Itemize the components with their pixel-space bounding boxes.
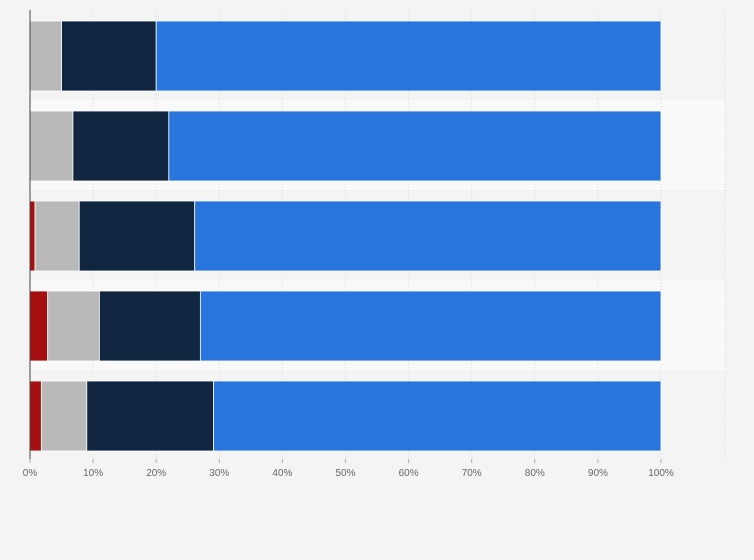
bar-segment[interactable] — [155, 20, 662, 92]
x-tick-label: 20% — [146, 468, 166, 479]
bar-segment[interactable] — [78, 200, 196, 272]
bar-segment[interactable] — [47, 290, 100, 362]
x-tick-label: 50% — [335, 468, 355, 479]
bar-segment[interactable] — [29, 380, 42, 452]
x-tick-label: 30% — [209, 468, 229, 479]
x-tick-label: 100% — [648, 468, 674, 479]
x-tick-label: 70% — [462, 468, 482, 479]
bar-segment[interactable] — [61, 20, 157, 92]
x-tick-label: 10% — [83, 468, 103, 479]
bar-segment[interactable] — [194, 200, 662, 272]
bar-segment[interactable] — [34, 200, 80, 272]
bar-segment[interactable] — [72, 110, 170, 182]
x-tick-label: 0% — [23, 468, 38, 479]
x-tick-label: 80% — [525, 468, 545, 479]
bar-segment[interactable] — [213, 380, 662, 452]
bar-segment[interactable] — [29, 200, 36, 272]
x-tick-label: 90% — [588, 468, 608, 479]
bar-segment[interactable] — [86, 380, 215, 452]
x-tick-label: 60% — [399, 468, 419, 479]
x-tick-label: 40% — [272, 468, 292, 479]
bar-segment[interactable] — [29, 110, 74, 182]
bar-segment[interactable] — [29, 20, 62, 92]
bar-segment[interactable] — [168, 110, 662, 182]
bar-segment[interactable] — [40, 380, 88, 452]
bar-segment[interactable] — [199, 290, 662, 362]
bar-segment[interactable] — [99, 290, 201, 362]
bar-segment[interactable] — [29, 290, 49, 362]
